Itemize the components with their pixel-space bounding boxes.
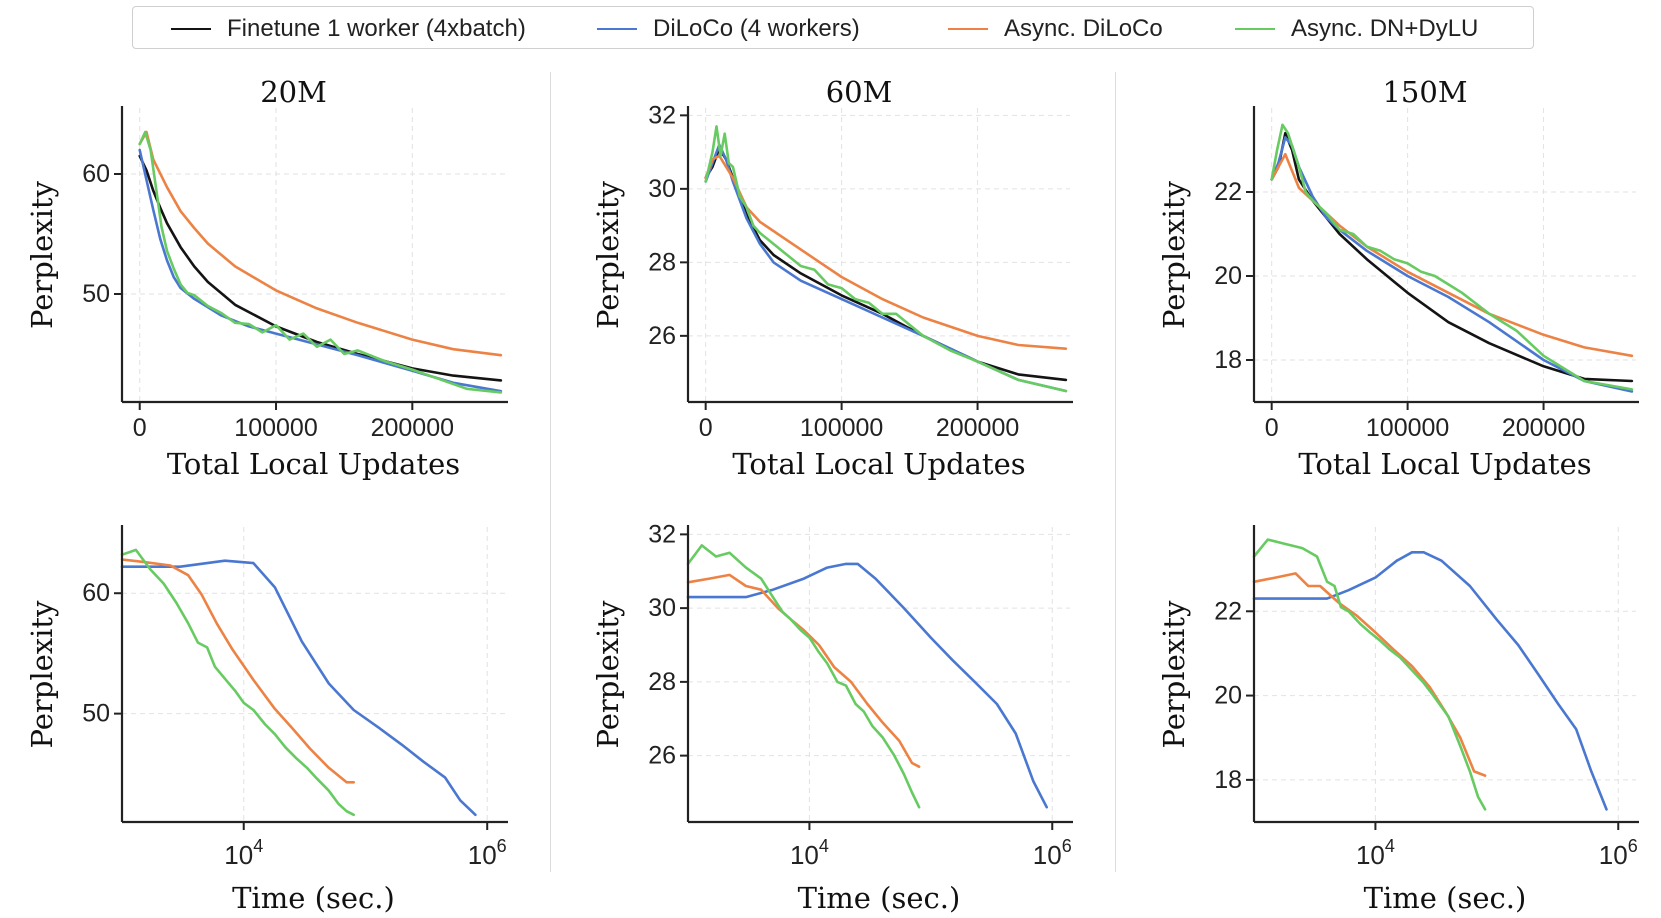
y-tick-label: 26 xyxy=(648,742,676,770)
chart-title: 150M xyxy=(1382,75,1467,109)
y-tick-label: 32 xyxy=(648,101,676,129)
legend-label-finetune: Finetune 1 worker (4xbatch) xyxy=(227,14,526,42)
x-tick-label: 106 xyxy=(1033,836,1072,870)
x-tick-label: 100000 xyxy=(1366,414,1449,442)
y-tick-label: 50 xyxy=(82,700,110,728)
chart-title: 60M xyxy=(826,75,893,109)
series-line xyxy=(704,125,1068,393)
x-tick-label: 200000 xyxy=(936,414,1019,442)
chart-panel: 50 60 0 100000 200000 Total Local Updates Perp… xyxy=(25,75,508,481)
series-line xyxy=(138,148,503,393)
series-line xyxy=(120,558,355,784)
chart-panel: 26 28 30 32 0 100000 200000 Total Local Updates… xyxy=(591,75,1073,481)
chart-panel: 26 28 30 32 104 106 Time (sec.) Perplexity xyxy=(591,520,1073,915)
y-tick-label: 22 xyxy=(1214,597,1242,625)
x-tick-label: 100000 xyxy=(800,414,883,442)
x-axis-label: Time (sec.) xyxy=(798,881,961,915)
x-tick-label: 0 xyxy=(133,414,147,442)
x-tick-label: 200000 xyxy=(1502,414,1585,442)
y-tick-label: 20 xyxy=(1214,262,1242,290)
legend-item-async-dn-dylu: Async. DN+DyLU xyxy=(1235,7,1478,50)
series-line xyxy=(704,147,1068,382)
x-axis-label: Total Local Updates xyxy=(1298,447,1591,481)
series-line xyxy=(138,130,503,357)
series-line xyxy=(138,130,503,394)
y-tick-label: 22 xyxy=(1214,178,1242,206)
y-tick-label: 20 xyxy=(1214,682,1242,710)
series-line xyxy=(704,143,1068,393)
x-axis-label: Time (sec.) xyxy=(1364,881,1527,915)
x-tick-label: 104 xyxy=(790,836,829,870)
column-separator xyxy=(550,72,551,872)
legend-label-diloco: DiLoCo (4 workers) xyxy=(653,14,860,42)
y-axis-label: Perplexity xyxy=(25,180,59,329)
x-tick-label: 106 xyxy=(1599,836,1638,870)
x-tick-label: 200000 xyxy=(371,414,454,442)
legend-swatch-finetune xyxy=(171,27,211,30)
y-tick-label: 30 xyxy=(648,594,676,622)
series-line xyxy=(1252,538,1487,811)
chart-title: 20M xyxy=(260,75,327,109)
x-axis-label: Time (sec.) xyxy=(232,881,395,915)
series-line xyxy=(120,559,477,817)
series-line xyxy=(120,548,355,817)
x-axis-label: Total Local Updates xyxy=(732,447,1025,481)
x-tick-label: 104 xyxy=(224,836,263,870)
x-tick-label: 100000 xyxy=(234,414,317,442)
y-tick-label: 32 xyxy=(648,520,676,548)
y-tick-label: 18 xyxy=(1214,346,1242,374)
legend-swatch-diloco xyxy=(597,27,637,30)
legend-label-async-dn-dylu: Async. DN+DyLU xyxy=(1291,14,1479,42)
series-line xyxy=(686,544,921,809)
y-axis-label: Perplexity xyxy=(591,600,625,749)
chart-panel: 18 20 22 0 100000 200000 Total Local Updates Pe… xyxy=(1157,75,1639,481)
y-tick-label: 30 xyxy=(648,175,676,203)
x-tick-label: 0 xyxy=(1265,414,1279,442)
series-line xyxy=(704,154,1068,350)
series-line xyxy=(1270,131,1634,383)
x-tick-label: 106 xyxy=(468,836,507,870)
x-tick-label: 0 xyxy=(699,414,713,442)
series-line xyxy=(1270,123,1634,391)
series-line xyxy=(1270,136,1634,393)
legend-swatch-async-dn-dylu xyxy=(1235,27,1275,30)
column-separator xyxy=(1115,72,1116,872)
y-tick-label: 60 xyxy=(82,160,110,188)
y-tick-label: 28 xyxy=(648,248,676,276)
legend-swatch-async-diloco xyxy=(948,27,988,30)
y-tick-label: 28 xyxy=(648,668,676,696)
y-axis-label: Perplexity xyxy=(1157,180,1191,329)
series-line xyxy=(686,562,1048,809)
series-line xyxy=(1252,572,1487,777)
legend-item-async-diloco: Async. DiLoCo xyxy=(948,7,1163,50)
y-tick-label: 50 xyxy=(82,280,110,308)
legend-item-finetune: Finetune 1 worker (4xbatch) xyxy=(171,7,526,50)
legend-item-diloco: DiLoCo (4 workers) xyxy=(597,7,860,50)
y-axis-label: Perplexity xyxy=(25,600,59,749)
y-tick-label: 60 xyxy=(82,579,110,607)
series-line xyxy=(1252,551,1608,811)
series-line xyxy=(1270,152,1634,358)
y-axis-label: Perplexity xyxy=(1157,600,1191,749)
chart-panel: 18 20 22 104 106 Time (sec.) Perplexity xyxy=(1157,525,1639,915)
x-axis-label: Total Local Updates xyxy=(167,447,460,481)
y-tick-label: 18 xyxy=(1214,766,1242,794)
chart-panel: 50 60 104 106 Time (sec.) Perplexity xyxy=(25,525,508,915)
legend-label-async-diloco: Async. DiLoCo xyxy=(1004,14,1163,42)
series-line xyxy=(686,573,921,768)
y-tick-label: 26 xyxy=(648,322,676,350)
y-axis-label: Perplexity xyxy=(591,180,625,329)
x-tick-label: 104 xyxy=(1356,836,1395,870)
legend: Finetune 1 worker (4xbatch) DiLoCo (4 wo… xyxy=(132,6,1534,49)
